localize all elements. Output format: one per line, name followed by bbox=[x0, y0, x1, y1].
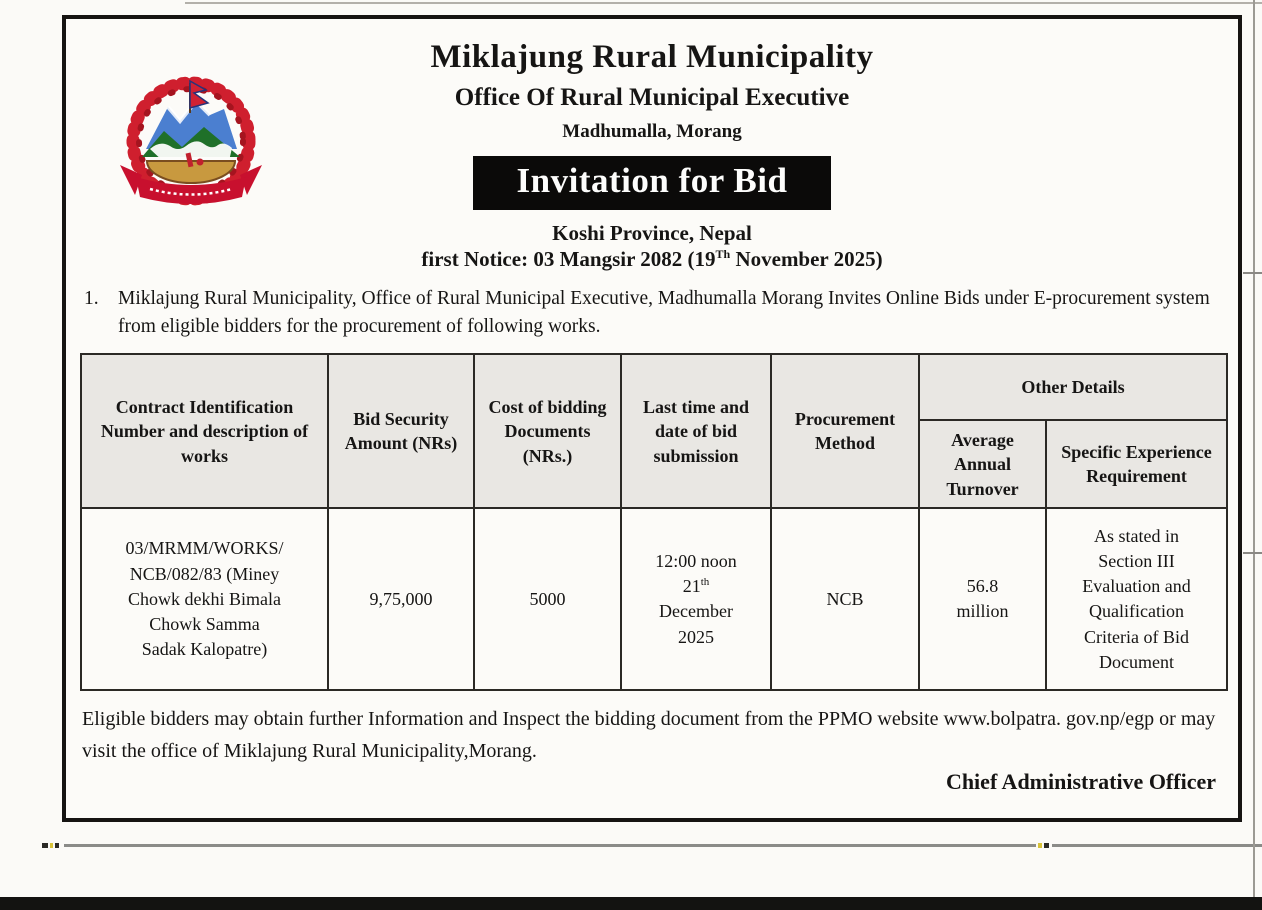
org-name: Miklajung Rural Municipality bbox=[430, 39, 874, 75]
notice-date-line: first Notice: 03 Mangsir 2082 (19Th Nove… bbox=[80, 247, 1224, 272]
province-line: Koshi Province, Nepal bbox=[552, 221, 752, 245]
submission-day: 21th bbox=[682, 576, 710, 597]
col-header-method: Procurement Method bbox=[770, 353, 920, 510]
intro-paragraph: 1. Miklajung Rural Municipality, Office … bbox=[80, 285, 1224, 340]
submission-month: December bbox=[659, 601, 733, 622]
scan-divider-line bbox=[0, 843, 1262, 849]
office-name: Office Of Rural Municipal Executive bbox=[454, 84, 850, 111]
col-header-other-details: Other Details bbox=[918, 353, 1228, 422]
location-line: Madhumalla, Morang bbox=[562, 121, 742, 142]
col-header-submission: Last time and date of bid submission bbox=[620, 353, 772, 510]
col-header-experience: Specific Experience Requirement bbox=[1045, 419, 1228, 510]
bid-notice-document: Miklajung Rural Municipality Office Of R… bbox=[62, 15, 1242, 822]
cell-experience: As stated in Section III Evaluation and Qua… bbox=[1045, 507, 1228, 692]
page-edge-tick bbox=[1243, 272, 1262, 274]
col-header-turnover: Average Annual Turnover bbox=[918, 419, 1047, 510]
page-top-edge-artifact bbox=[185, 2, 1262, 4]
nepal-emblem-logo bbox=[106, 65, 276, 215]
notice-suffix: November 2025) bbox=[730, 247, 883, 271]
col-header-cost: Cost of bidding Documents (NRs.) bbox=[473, 353, 622, 510]
bid-table: Contract Identification Number and descr… bbox=[80, 353, 1228, 692]
cell-cost: 5000 bbox=[473, 507, 622, 692]
footer-note: Eligible bidders may obtain further Info… bbox=[82, 708, 1216, 763]
page-right-edge-artifact bbox=[1253, 0, 1255, 910]
notice-superscript: Th bbox=[715, 247, 731, 261]
intro-number: 1. bbox=[84, 288, 99, 309]
col-header-bid-security: Bid Security Amount (NRs) bbox=[327, 353, 475, 510]
cell-turnover: 56.8 million bbox=[918, 507, 1047, 692]
table-row: 03/MRMM/WORKS/NCB/082/83 (Miney Chowk dek… bbox=[80, 507, 1228, 692]
submission-time: 12:00 noon bbox=[655, 551, 737, 571]
notice-prefix: first Notice: 03 Mangsir 2082 (19 bbox=[421, 247, 716, 271]
col-header-contract: Contract Identification Number and descr… bbox=[80, 353, 329, 510]
cell-method: NCB bbox=[770, 507, 920, 692]
cell-bid-security: 9,75,000 bbox=[327, 507, 475, 692]
page-edge-tick bbox=[1243, 552, 1262, 554]
banner-wrap: Invitation for Bid bbox=[80, 156, 1224, 210]
bottom-scan-bar bbox=[0, 897, 1262, 910]
cell-bid-submission: 12:00 noon 21th December 2025 bbox=[620, 507, 772, 692]
invitation-banner-title: Invitation for Bid bbox=[472, 156, 832, 210]
signature-line: Chief Administrative Officer bbox=[945, 769, 1216, 795]
submission-year: 2025 bbox=[678, 626, 714, 647]
cell-contract-id: 03/MRMM/WORKS/NCB/082/83 (Miney Chowk dek… bbox=[80, 507, 329, 692]
intro-text: Miklajung Rural Municipality, Office of … bbox=[118, 288, 1210, 337]
document-header: Miklajung Rural Municipality Office Of R… bbox=[80, 39, 1224, 206]
